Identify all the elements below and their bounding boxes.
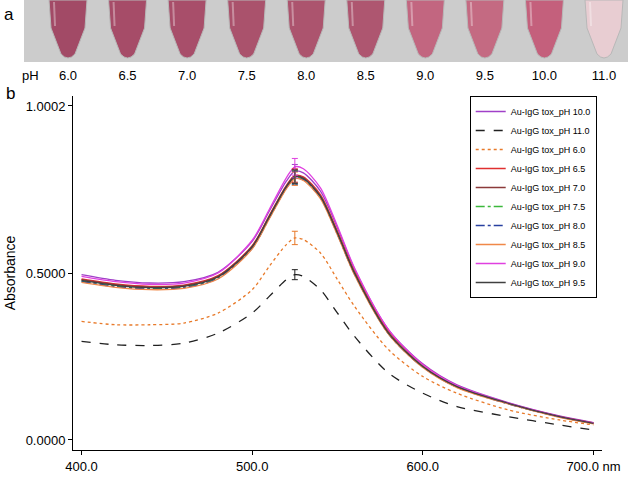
svg-text:a: a <box>4 5 14 24</box>
svg-text:6.5: 6.5 <box>119 68 137 83</box>
svg-text:9.0: 9.0 <box>416 68 434 83</box>
svg-text:Au-IgG tox_pH 9.5: Au-IgG tox_pH 9.5 <box>511 278 586 288</box>
svg-text:Au-IgG tox_pH 7.0: Au-IgG tox_pH 7.0 <box>511 183 586 193</box>
svg-text:Au-IgG tox_pH 6.0: Au-IgG tox_pH 6.0 <box>511 145 586 155</box>
svg-text:11.0: 11.0 <box>592 68 616 83</box>
svg-text:Au-IgG tox_pH 6.5: Au-IgG tox_pH 6.5 <box>511 164 586 174</box>
svg-text:1.0002: 1.0002 <box>26 99 66 114</box>
svg-text:0.0000: 0.0000 <box>26 433 66 448</box>
svg-text:pH: pH <box>22 68 39 83</box>
html-text:b: b <box>6 84 16 103</box>
svg-text:Au-IgG tox_pH 10.0: Au-IgG tox_pH 10.0 <box>511 107 591 117</box>
svg-text:9.5: 9.5 <box>476 68 494 83</box>
svg-text:7.5: 7.5 <box>238 68 256 83</box>
svg-text:Au-IgG tox_pH 8.0: Au-IgG tox_pH 8.0 <box>511 221 586 231</box>
svg-text:Au-IgG tox_pH 11.0: Au-IgG tox_pH 11.0 <box>511 126 590 136</box>
svg-text:Absorbance: Absorbance <box>2 235 18 310</box>
svg-text:8.5: 8.5 <box>357 68 375 83</box>
svg-text:600.0: 600.0 <box>407 459 440 474</box>
svg-text:400.0: 400.0 <box>65 459 98 474</box>
svg-text:700.0 nm: 700.0 nm <box>566 459 620 474</box>
svg-text:Au-IgG tox_pH 7.5: Au-IgG tox_pH 7.5 <box>511 202 586 212</box>
svg-text:0.5000: 0.5000 <box>26 266 66 281</box>
svg-text:7.0: 7.0 <box>178 68 196 83</box>
svg-text:Au-IgG tox_pH 8.5: Au-IgG tox_pH 8.5 <box>511 240 586 250</box>
svg-text:10.0: 10.0 <box>532 68 557 83</box>
svg-text:8.0: 8.0 <box>297 68 315 83</box>
svg-text:6.0: 6.0 <box>59 68 77 83</box>
svg-text:500.0: 500.0 <box>236 459 269 474</box>
svg-text:Au-IgG tox_pH 9.0: Au-IgG tox_pH 9.0 <box>511 259 586 269</box>
